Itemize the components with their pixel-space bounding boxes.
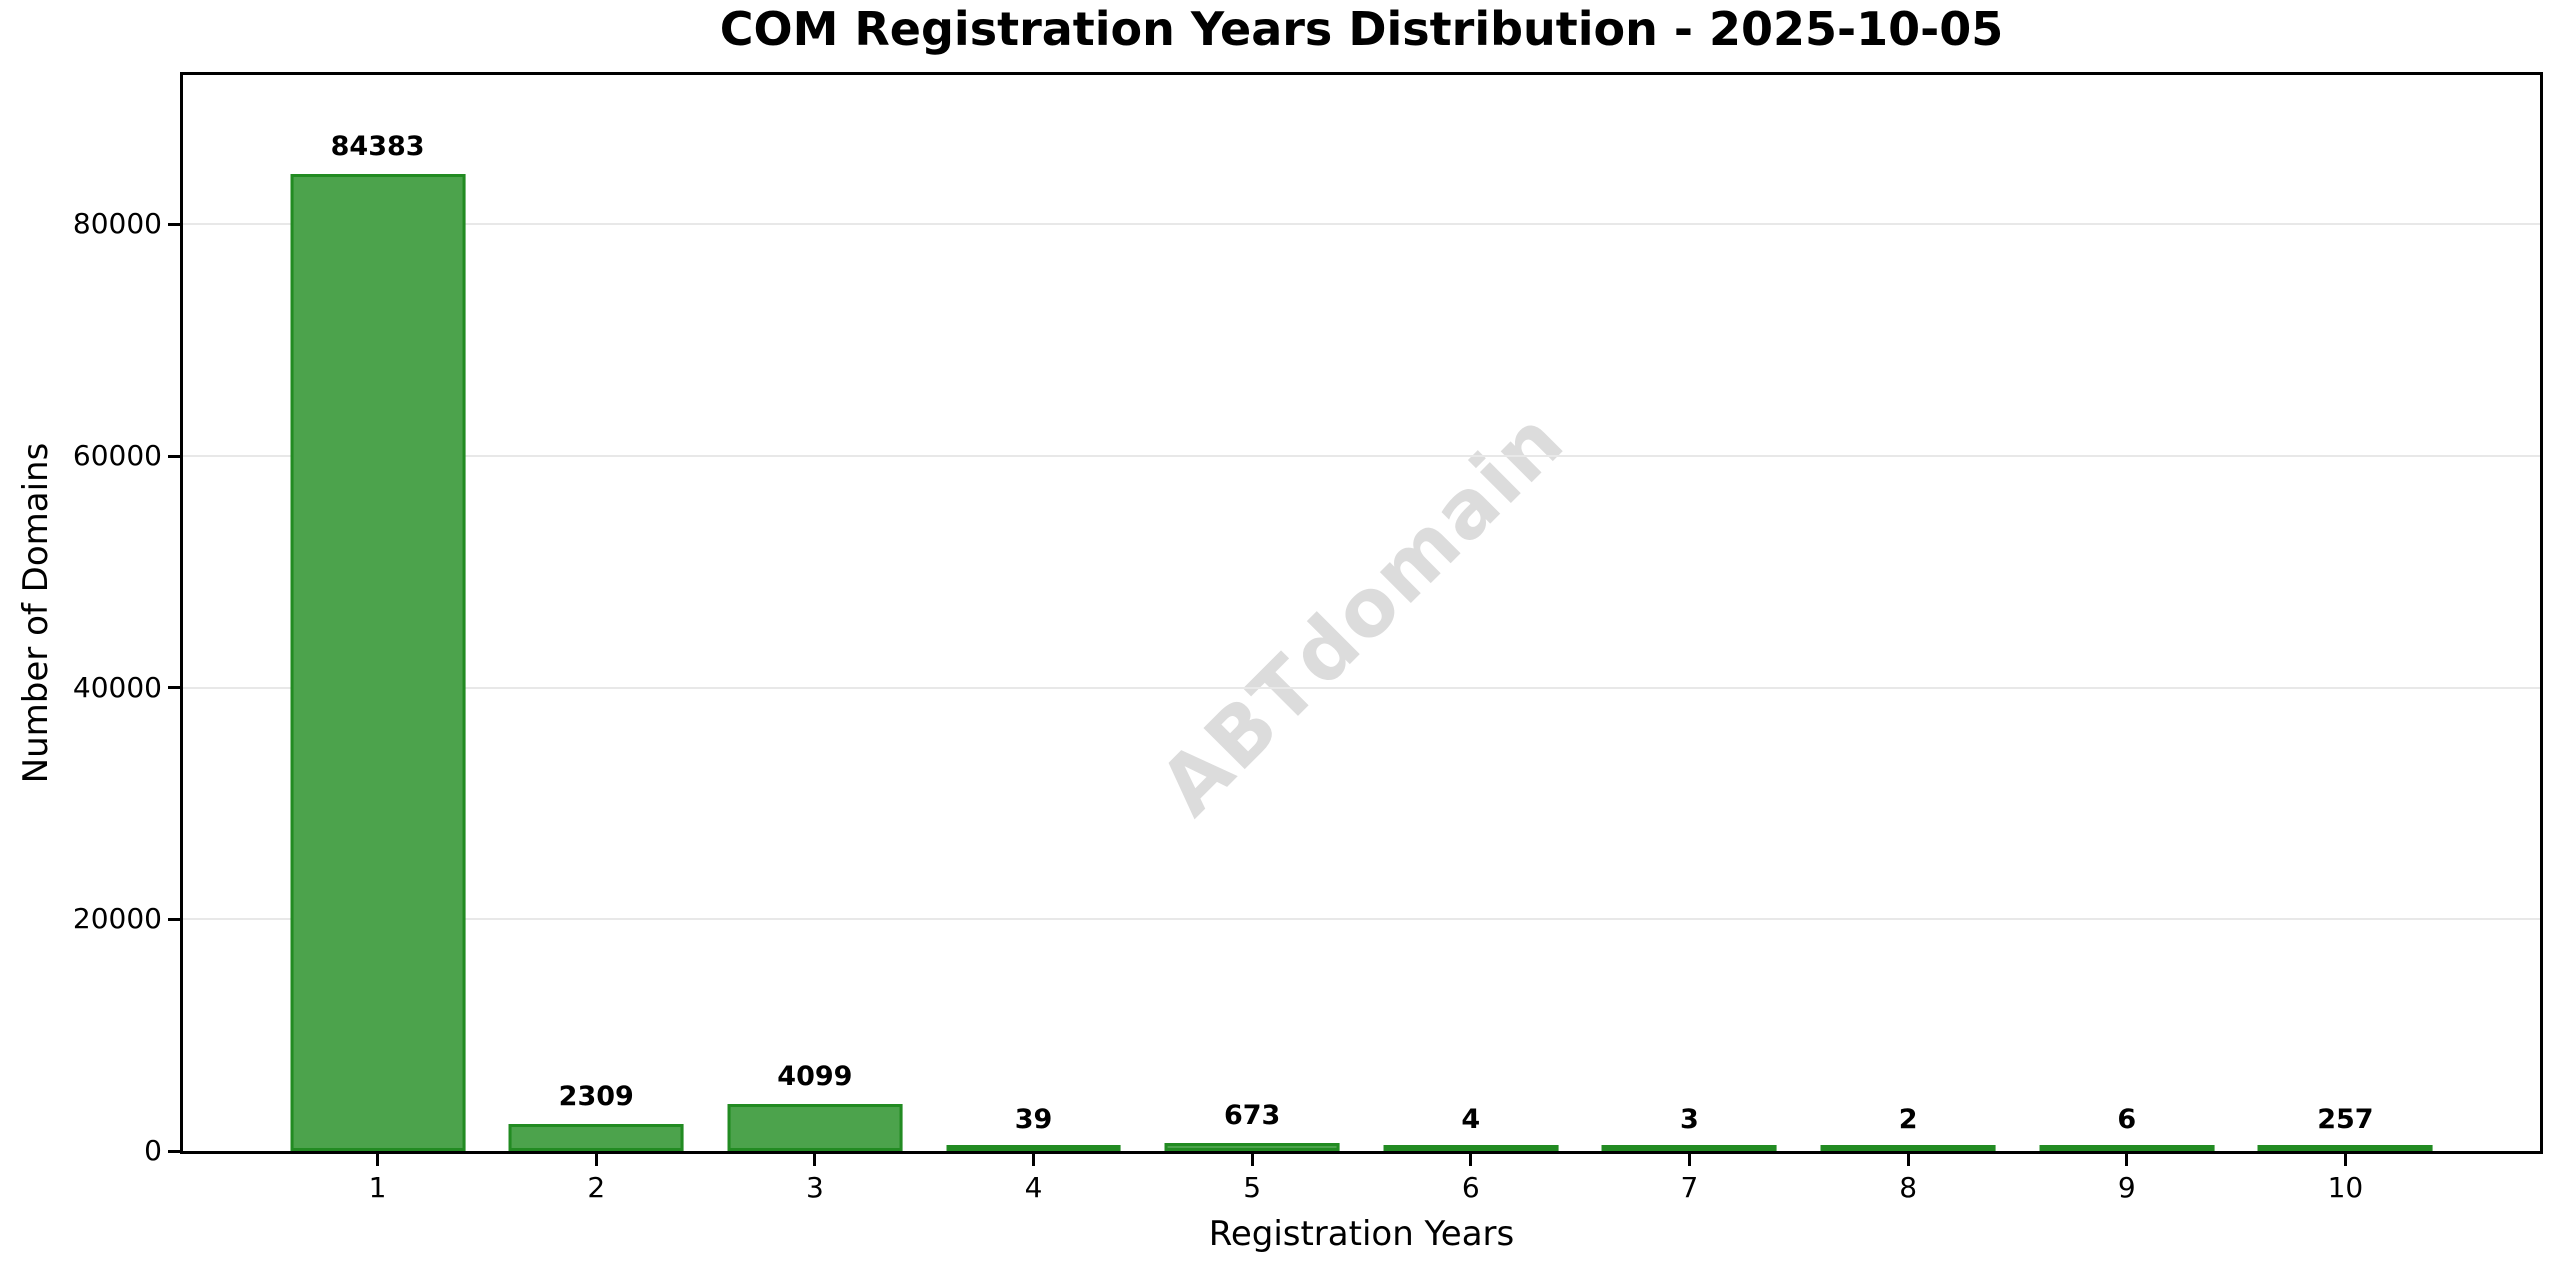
- x-tick: [1250, 1154, 1254, 1166]
- y-tick-label: 60000: [72, 439, 162, 473]
- bar: [2257, 1145, 2433, 1151]
- bar-value-label: 3: [1680, 1104, 1699, 1135]
- bar-value-label: 6: [2117, 1104, 2137, 1135]
- bar-value-label: 4099: [777, 1060, 853, 1092]
- x-tick: [594, 1154, 598, 1166]
- x-tick-label: 6: [1461, 1171, 1480, 1204]
- bar-value-label: 2309: [558, 1081, 634, 1113]
- gridline: [183, 223, 2540, 226]
- y-tick-label: 40000: [72, 670, 162, 704]
- bar-value-label: 673: [1223, 1100, 1281, 1132]
- x-tick: [813, 1154, 817, 1166]
- bar: [946, 1145, 1121, 1151]
- x-tick: [376, 1154, 380, 1166]
- bar-value-label: 39: [1014, 1104, 1053, 1135]
- gridline: [183, 686, 2540, 689]
- bar: [1602, 1145, 1777, 1151]
- x-tick: [1469, 1154, 1473, 1166]
- chart-title: COM Registration Years Distribution - 20…: [719, 2, 2004, 56]
- y-axis-label: Number of Domains: [16, 442, 56, 784]
- bar: [290, 173, 466, 1151]
- bar-value-label: 84383: [330, 130, 425, 162]
- x-tick-label: 1: [368, 1171, 387, 1204]
- watermark: ABTdomain: [1141, 392, 1582, 834]
- x-tick-label: 7: [1680, 1171, 1699, 1204]
- x-tick-label: 5: [1243, 1171, 1262, 1204]
- y-tick: [168, 222, 180, 226]
- x-tick-label: 2: [587, 1171, 606, 1204]
- y-tick-label: 0: [144, 1134, 162, 1167]
- x-tick-label: 9: [2117, 1171, 2136, 1204]
- y-tick: [168, 686, 180, 690]
- y-tick: [168, 454, 180, 458]
- bar: [508, 1124, 684, 1151]
- x-tick-label: 4: [1024, 1171, 1043, 1204]
- bar: [2039, 1145, 2215, 1151]
- gridline: [183, 455, 2540, 458]
- x-tick: [1687, 1154, 1691, 1166]
- x-tick: [2343, 1154, 2347, 1166]
- x-tick: [2125, 1154, 2129, 1166]
- x-tick: [1906, 1154, 1910, 1166]
- bar-value-label: 2: [1898, 1104, 1918, 1135]
- bar: [1164, 1143, 1340, 1151]
- gridline: [183, 918, 2540, 921]
- bar: [727, 1103, 903, 1151]
- y-tick-label: 80000: [72, 207, 162, 241]
- y-tick-label: 20000: [72, 902, 162, 936]
- x-tick: [1032, 1154, 1036, 1166]
- y-tick: [168, 1149, 180, 1153]
- bar-value-label: 257: [2317, 1104, 2374, 1135]
- bar-value-label: 4: [1461, 1104, 1481, 1135]
- bar: [1820, 1145, 1996, 1151]
- bar: [1383, 1145, 1559, 1151]
- x-tick-label: 10: [2327, 1171, 2364, 1204]
- x-tick-label: 3: [805, 1171, 824, 1204]
- x-axis-label: Registration Years: [1208, 1214, 1515, 1254]
- y-tick: [168, 917, 180, 921]
- plot-area: ABTdomain 84383 2309 4099 39 673 4 3 2 6 257: [180, 72, 2543, 1154]
- x-tick-label: 8: [1899, 1171, 1918, 1204]
